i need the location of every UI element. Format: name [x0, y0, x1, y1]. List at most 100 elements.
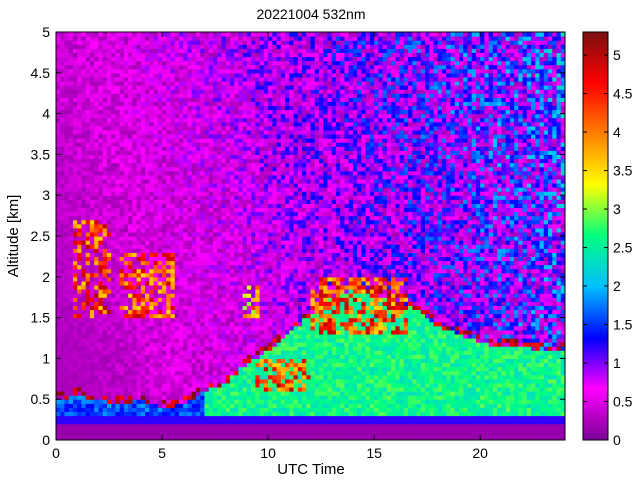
heatmap-cell — [246, 97, 252, 102]
heatmap-cell — [102, 386, 108, 392]
heatmap-cell — [225, 199, 231, 204]
heatmap-cell — [72, 215, 78, 221]
heatmap-cell — [72, 252, 78, 257]
heatmap-cell — [212, 240, 218, 245]
heatmap-cell — [94, 297, 100, 302]
heatmap-cell — [136, 113, 142, 119]
heatmap-cell — [153, 154, 159, 160]
heatmap-cell — [208, 244, 214, 249]
heatmap-cell — [162, 36, 167, 41]
heatmap-cell — [263, 199, 269, 204]
heatmap-cell — [94, 415, 100, 421]
heatmap-cell — [234, 227, 239, 233]
heatmap-cell — [94, 199, 100, 204]
heatmap-cell — [136, 317, 142, 323]
heatmap-cell — [208, 309, 214, 315]
heatmap-cell — [94, 101, 100, 107]
heatmap-cell — [68, 305, 74, 311]
heatmap-cell — [229, 60, 235, 66]
heatmap-cell — [170, 284, 176, 290]
heatmap-cell — [263, 158, 269, 164]
heatmap-cell — [246, 52, 252, 58]
heatmap-cell — [246, 182, 252, 188]
heatmap-cell — [242, 395, 248, 400]
heatmap-cell — [56, 252, 61, 257]
heatmap-cell — [195, 85, 201, 90]
heatmap-cell — [162, 76, 167, 82]
heatmap-cell — [149, 248, 155, 253]
heatmap-cell — [56, 346, 61, 351]
heatmap-cell — [140, 199, 146, 204]
heatmap-cell — [68, 415, 74, 421]
heatmap-cell — [81, 195, 87, 200]
heatmap-cell — [145, 264, 150, 270]
heatmap-cell — [242, 272, 248, 278]
heatmap-cell — [77, 350, 83, 355]
heatmap-cell — [136, 362, 142, 368]
heatmap-cell — [195, 329, 201, 335]
heatmap-cell — [187, 256, 193, 262]
heatmap-cell — [246, 105, 252, 111]
heatmap-cell — [255, 195, 261, 200]
heatmap-cell — [132, 280, 138, 286]
heatmap-cell — [157, 32, 163, 37]
heatmap-cell — [263, 219, 269, 225]
heatmap-cell — [259, 346, 265, 351]
heatmap-cell — [229, 382, 235, 388]
heatmap-cell — [72, 162, 78, 168]
heatmap-cell — [174, 166, 180, 172]
heatmap-cell — [145, 170, 150, 176]
heatmap-cell — [183, 146, 189, 151]
heatmap-cell — [106, 305, 112, 311]
heatmap-cell — [81, 236, 87, 241]
heatmap-cell — [208, 36, 214, 41]
heatmap-cell — [242, 366, 248, 372]
heatmap-cell — [68, 93, 74, 98]
heatmap-cell — [229, 36, 235, 41]
heatmap-cell — [259, 423, 265, 429]
heatmap-cell — [238, 419, 244, 425]
heatmap-cell — [140, 260, 146, 266]
heatmap-cell — [98, 382, 104, 388]
heatmap-cell — [140, 72, 146, 78]
heatmap-cell — [64, 199, 70, 204]
heatmap-cell — [94, 32, 100, 37]
heatmap-cell — [238, 52, 244, 58]
heatmap-cell — [191, 113, 197, 119]
heatmap-cell — [111, 236, 116, 241]
heatmap-cell — [242, 362, 248, 368]
heatmap-cell — [170, 85, 176, 90]
heatmap-cell — [89, 244, 95, 249]
heatmap-cell — [123, 370, 129, 376]
heatmap-cell — [191, 378, 197, 384]
heatmap-cell — [225, 72, 231, 78]
heatmap-cell — [217, 60, 223, 66]
heatmap-cell — [94, 211, 100, 217]
heatmap-cell — [221, 76, 227, 82]
heatmap-cell — [98, 80, 104, 86]
heatmap-cell — [246, 44, 252, 49]
heatmap-cell — [259, 64, 265, 70]
heatmap-cell — [200, 419, 206, 425]
heatmap-cell — [183, 325, 189, 331]
heatmap-cell — [149, 423, 155, 429]
heatmap-cell — [162, 309, 167, 315]
heatmap-cell — [246, 121, 252, 127]
heatmap-cell — [72, 76, 78, 82]
heatmap-cell — [102, 158, 108, 164]
heatmap-cell — [132, 60, 138, 66]
heatmap-cell — [102, 178, 108, 184]
heatmap-cell — [242, 125, 248, 131]
heatmap-cell — [187, 32, 193, 37]
heatmap-cell — [221, 174, 227, 180]
heatmap-cell — [111, 52, 116, 58]
heatmap-cell — [123, 272, 129, 278]
heatmap-cell — [136, 32, 142, 37]
heatmap-cell — [81, 260, 87, 266]
heatmap-cell — [170, 391, 176, 396]
heatmap-cell — [85, 158, 91, 164]
heatmap-cell — [217, 317, 223, 323]
heatmap-cell — [238, 329, 244, 335]
heatmap-cell — [115, 48, 121, 53]
heatmap-cell — [208, 68, 214, 74]
